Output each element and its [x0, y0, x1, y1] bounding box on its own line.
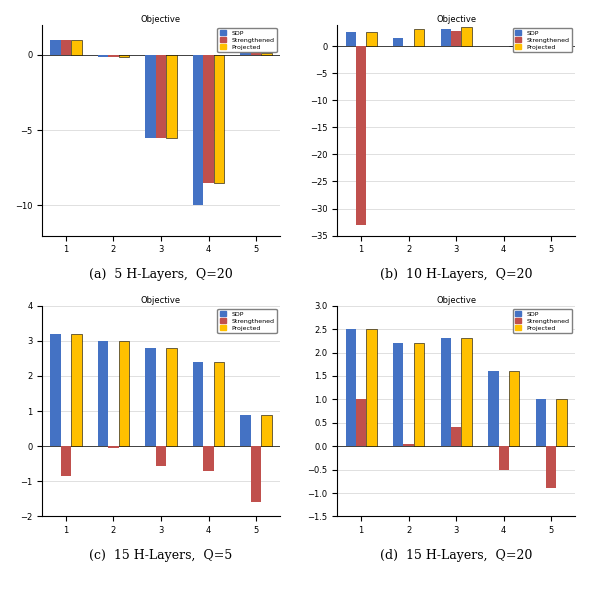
Bar [488, 371, 499, 446]
Bar [166, 55, 176, 138]
Legend: SDP, Strengthened, Projected: SDP, Strengthened, Projected [218, 309, 277, 333]
Bar [145, 55, 156, 138]
Bar [393, 38, 404, 47]
Legend: SDP, Strengthened, Projected: SDP, Strengthened, Projected [218, 28, 277, 52]
Bar [451, 31, 461, 47]
Bar [156, 55, 166, 138]
Bar [441, 29, 451, 47]
Bar [393, 343, 404, 446]
Bar [356, 47, 366, 225]
Title: Objective: Objective [436, 296, 476, 305]
Bar [71, 40, 81, 55]
Bar [214, 362, 224, 446]
Bar [366, 32, 377, 47]
Bar [251, 53, 261, 55]
Bar [546, 32, 556, 47]
Bar [556, 399, 567, 446]
Bar [451, 428, 461, 446]
Bar [166, 348, 176, 446]
Bar [214, 55, 224, 183]
Legend: SDP, Strengthened, Projected: SDP, Strengthened, Projected [513, 309, 572, 333]
Text: (c)  15 H-Layers,  Q=5: (c) 15 H-Layers, Q=5 [90, 550, 232, 562]
Bar [346, 32, 356, 47]
Bar [356, 399, 366, 446]
Bar [204, 446, 214, 471]
Bar [240, 414, 251, 446]
Bar [414, 343, 424, 446]
Bar [145, 348, 156, 446]
Bar [98, 55, 109, 57]
Bar [261, 53, 272, 55]
Bar [193, 362, 204, 446]
Bar [50, 40, 61, 55]
Bar [61, 446, 71, 476]
Bar [109, 55, 119, 57]
Text: (b)  10 H-Layers,  Q=20: (b) 10 H-Layers, Q=20 [380, 269, 532, 282]
Bar [240, 53, 251, 55]
Bar [499, 446, 509, 469]
Bar [536, 30, 546, 47]
Bar [404, 444, 414, 446]
Bar [119, 341, 129, 446]
Bar [98, 341, 109, 446]
Bar [50, 334, 61, 446]
Text: (a)  5 H-Layers,  Q=20: (a) 5 H-Layers, Q=20 [89, 269, 233, 282]
Bar [556, 30, 567, 47]
Text: (d)  15 H-Layers,  Q=20: (d) 15 H-Layers, Q=20 [380, 550, 532, 562]
Bar [251, 446, 261, 502]
Bar [366, 329, 377, 446]
Bar [261, 414, 272, 446]
Title: Objective: Objective [141, 296, 181, 305]
Bar [461, 28, 472, 47]
Bar [156, 446, 166, 465]
Title: Objective: Objective [436, 15, 476, 24]
Bar [461, 338, 472, 446]
Bar [441, 338, 451, 446]
Bar [204, 55, 214, 183]
Bar [109, 446, 119, 448]
Bar [509, 371, 519, 446]
Bar [193, 55, 204, 206]
Bar [71, 334, 81, 446]
Bar [546, 446, 556, 489]
Bar [536, 399, 546, 446]
Legend: SDP, Strengthened, Projected: SDP, Strengthened, Projected [513, 28, 572, 52]
Title: Objective: Objective [141, 15, 181, 24]
Bar [346, 329, 356, 446]
Bar [414, 29, 424, 47]
Bar [61, 40, 71, 55]
Bar [119, 55, 129, 57]
